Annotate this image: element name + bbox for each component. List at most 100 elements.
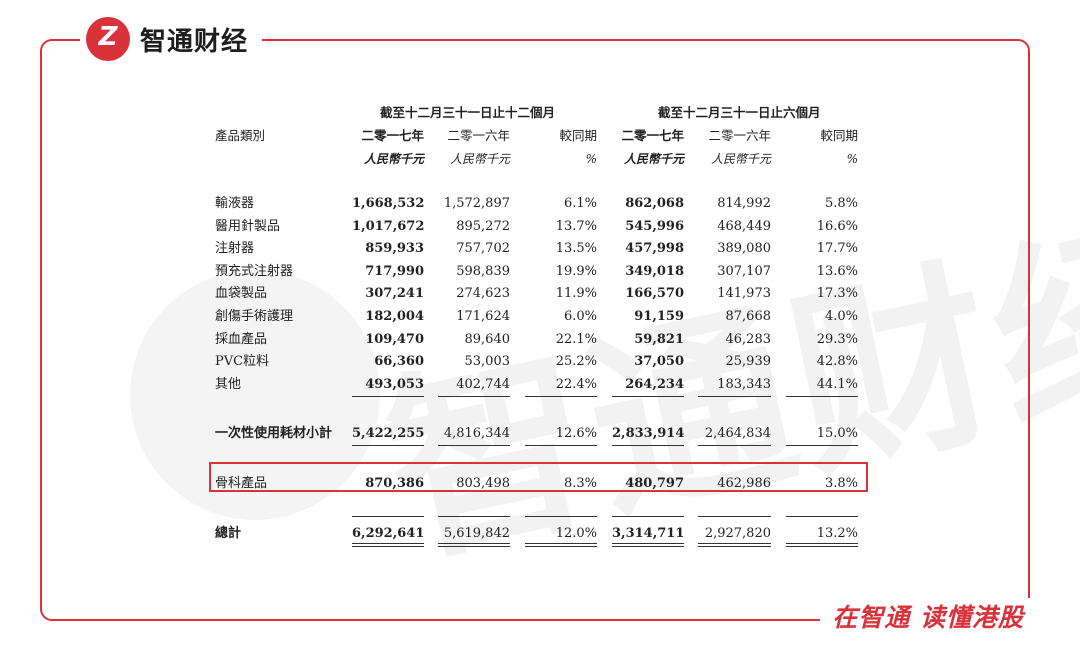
table-cell: 13.6% — [816, 264, 858, 279]
table-cell: 862,068 — [625, 196, 684, 211]
row-label: 採血產品 — [215, 332, 268, 347]
subtotal-cell: 2,464,834 — [704, 426, 771, 441]
table-cell: 274,623 — [456, 286, 510, 301]
table-cell: 89,640 — [464, 332, 511, 347]
logo-icon: Z — [86, 17, 130, 61]
table-cell: 53,003 — [464, 354, 511, 369]
category-header: 產品類別 — [215, 128, 266, 143]
underline — [612, 445, 684, 446]
table-cell: 598,839 — [456, 264, 510, 279]
year-header-3: 較同期 — [559, 128, 597, 143]
table-cell: 468,449 — [717, 219, 771, 234]
subtotal-label: 一次性使用耗材小計 — [215, 426, 333, 441]
table-cell: 46,283 — [725, 332, 772, 347]
subtotal-cell: 4,816,344 — [443, 426, 510, 441]
underline — [786, 396, 858, 397]
table-cell: 171,624 — [456, 309, 510, 324]
orthopedic-cell: 480,797 — [625, 476, 684, 491]
underline — [786, 516, 858, 517]
table-cell: 389,080 — [717, 241, 771, 256]
double-underline — [612, 543, 684, 547]
table-cell: 17.3% — [816, 286, 858, 301]
table-cell: 895,272 — [456, 219, 510, 234]
underline — [525, 516, 597, 517]
row-label: 其他 — [215, 377, 242, 392]
slogan: 在智通 读懂港股 — [820, 598, 1036, 634]
row-label: 注射器 — [215, 241, 255, 256]
table-cell: 182,004 — [365, 309, 424, 324]
underline — [612, 396, 684, 397]
table-cell: 307,107 — [717, 264, 771, 279]
year-header-5: 二零一六年 — [708, 128, 771, 143]
unit-header-5: 人民幣千元 — [710, 152, 771, 166]
table-cell: 1,572,897 — [443, 196, 510, 211]
table-cell: 42.8% — [816, 354, 858, 369]
year-header-2: 二零一六年 — [447, 128, 510, 143]
double-underline — [352, 543, 424, 547]
period-header-6m: 截至十二月三十一日止六個月 — [658, 105, 821, 120]
unit-header-2: 人民幣千元 — [449, 152, 510, 166]
row-label: 創傷手術護理 — [215, 309, 294, 324]
row-label: 醫用針製品 — [215, 219, 281, 234]
table-cell: 6.0% — [563, 309, 597, 324]
total-cell: 6,292,641 — [352, 526, 425, 541]
table-cell: 16.6% — [816, 219, 858, 234]
orthopedic-cell: 803,498 — [456, 476, 510, 491]
row-label: 預充式注射器 — [215, 264, 294, 279]
table-cell: 545,996 — [625, 219, 684, 234]
underline — [525, 445, 597, 446]
table-cell: 4.0% — [824, 309, 858, 324]
underline — [698, 396, 771, 397]
content-frame — [40, 39, 1030, 621]
year-header-1: 二零一七年 — [361, 128, 424, 143]
total-cell: 13.2% — [816, 526, 858, 541]
table-cell: 59,821 — [634, 332, 684, 347]
table-cell: 22.1% — [555, 332, 597, 347]
total-label: 總計 — [215, 526, 242, 541]
underline — [352, 396, 424, 397]
unit-header-3: % — [585, 152, 597, 166]
year-header-4: 二零一七年 — [621, 128, 684, 143]
underline — [438, 445, 510, 446]
double-underline — [525, 543, 597, 547]
table-cell: 5.8% — [824, 196, 858, 211]
table-cell: 29.3% — [816, 332, 858, 347]
table-cell: 11.9% — [555, 286, 597, 301]
table-cell: 44.1% — [816, 377, 858, 392]
underline — [352, 445, 424, 446]
underline — [438, 396, 510, 397]
table-cell: 264,234 — [625, 377, 684, 392]
table-cell: 814,992 — [717, 196, 771, 211]
unit-header-6: % — [846, 152, 858, 166]
table-cell: 87,668 — [725, 309, 772, 324]
table-cell: 91,159 — [634, 309, 684, 324]
table-cell: 859,933 — [365, 241, 424, 256]
total-cell: 2,927,820 — [704, 526, 771, 541]
table-cell: 1,017,672 — [352, 219, 425, 234]
table-cell: 141,973 — [717, 286, 771, 301]
highlight-box — [209, 462, 868, 492]
underline — [438, 516, 510, 517]
unit-header-1: 人民幣千元 — [363, 152, 424, 166]
underline — [525, 396, 597, 397]
table-cell: 1,668,532 — [352, 196, 425, 211]
double-underline — [698, 543, 771, 547]
table-cell: 13.7% — [555, 219, 597, 234]
table-cell: 166,570 — [625, 286, 684, 301]
underline — [698, 445, 771, 446]
brand-name: 智通财经 — [140, 26, 249, 57]
table-cell: 22.4% — [555, 377, 597, 392]
table-cell: 349,018 — [625, 264, 684, 279]
row-label: 血袋製品 — [215, 286, 268, 301]
table-cell: 183,343 — [717, 377, 771, 392]
table-cell: 66,360 — [374, 354, 424, 369]
table-cell: 457,998 — [625, 241, 684, 256]
year-header-6: 較同期 — [820, 128, 858, 143]
row-label: PVC粒料 — [215, 354, 270, 369]
underline — [698, 516, 771, 517]
orthopedic-label: 骨科產品 — [215, 476, 268, 491]
table-cell: 25,939 — [725, 354, 772, 369]
double-underline — [438, 543, 510, 547]
orthopedic-cell: 3.8% — [824, 476, 858, 491]
period-header-12m: 截至十二月三十一日止十二個月 — [380, 105, 556, 120]
